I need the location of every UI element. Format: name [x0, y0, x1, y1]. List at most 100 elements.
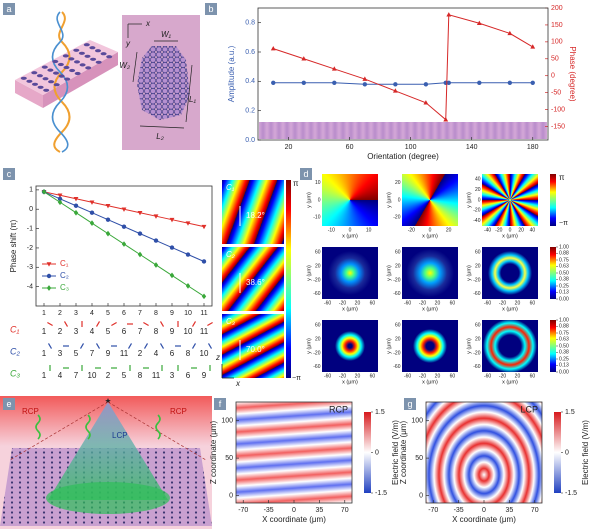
data-point — [153, 214, 159, 219]
data-point — [105, 230, 111, 237]
order-number: 8 — [138, 371, 143, 380]
x-axis-label: x (μm) — [422, 233, 438, 239]
y2-tick-label: 100 — [551, 39, 563, 46]
order-number: 10 — [88, 371, 97, 380]
y-tick-label: 0 — [478, 197, 481, 203]
colorbar-label: Electric field (V/m) — [391, 420, 400, 485]
x-tick-label: -70 — [428, 507, 438, 514]
metasurface-unit — [74, 71, 81, 76]
x-tick-label: 0 — [509, 227, 512, 233]
data-point — [446, 12, 452, 17]
unit-cell — [137, 46, 190, 120]
x-tick-label: 7 — [138, 310, 142, 317]
orientation-arrow — [159, 343, 165, 349]
data-point — [169, 217, 175, 223]
x-axis-label: X coordinate (μm) — [262, 515, 326, 524]
x-tick-label: -20 — [499, 300, 506, 306]
order-number: 8 — [154, 327, 159, 336]
metasurface-unit — [53, 71, 59, 75]
orientation-arrow — [191, 343, 197, 349]
legend-label: C₁ — [60, 259, 69, 268]
metasurface-unit — [106, 55, 113, 59]
panel-label: g — [407, 399, 412, 409]
data-point — [89, 200, 95, 205]
strip-label: C₃ — [226, 317, 235, 326]
panel-label-box — [205, 3, 217, 15]
y-tick-label: -20 — [473, 350, 480, 356]
x-axis-label: x (μm) — [342, 379, 358, 385]
metasurface-unit — [68, 57, 75, 61]
colorbar — [364, 412, 371, 493]
dimension-label: L₁ — [189, 95, 196, 104]
x-tick-label: -20 — [408, 227, 415, 233]
panel-label: a — [6, 4, 11, 14]
metasurface-unit — [83, 43, 90, 47]
x-axis-label: x (μm) — [502, 306, 518, 312]
metasurface-unit — [36, 74, 43, 78]
y-tick-label: -60 — [393, 364, 400, 370]
dimension-line — [139, 125, 185, 129]
legend-label: C₃ — [60, 283, 69, 292]
order-number: 2 — [106, 371, 111, 380]
x-axis-label: X coordinate (μm) — [452, 515, 516, 524]
orientation-arrow — [95, 343, 101, 349]
y-tick-label: -3 — [27, 264, 33, 271]
x-axis-label: x (μm) — [422, 379, 438, 385]
orientation-arrow — [47, 343, 53, 349]
x-tick-label: 60 — [530, 373, 536, 379]
y2-tick-label: -100 — [551, 106, 565, 113]
strip-angle: 70.0° — [246, 345, 265, 354]
dimension-label: W₂ — [119, 61, 130, 70]
y-tick-label: 0.0 — [245, 137, 255, 144]
x-tick-label: 3 — [74, 310, 78, 317]
panel-label-box — [3, 398, 15, 410]
data-point — [270, 45, 276, 51]
order-number: 6 — [170, 349, 175, 358]
x-tick-label: -70 — [238, 507, 248, 514]
colorbar-tick-label: 0.00 — [559, 369, 569, 375]
orientation-arrow — [143, 343, 149, 349]
x-tick-label: 35 — [315, 507, 323, 514]
x-tick-label: -20 — [419, 373, 426, 379]
y-tick-label: -20 — [393, 215, 400, 221]
colorbar-tick-label: 0.88 — [559, 324, 569, 330]
metasurface-unit — [41, 65, 48, 69]
y-tick-label: -40 — [473, 218, 480, 224]
x-tick-label: 2 — [58, 310, 62, 317]
colorbar-tick-label: 1.00 — [559, 317, 569, 323]
colorbar-label: −π — [292, 375, 301, 382]
helix — [53, 11, 71, 153]
data-point — [121, 241, 127, 247]
y-axis-label: y (μm) — [306, 192, 312, 208]
row-label: C₂ — [10, 346, 20, 356]
y-tick-label: 40 — [475, 177, 481, 183]
data-point — [137, 231, 143, 236]
data-point — [185, 252, 191, 257]
data-point — [57, 199, 63, 206]
metasurface-unit — [74, 60, 80, 64]
plot-frame — [35, 185, 213, 307]
colorbar-tick-label: 0.38 — [559, 350, 569, 356]
metasurface-unit — [47, 68, 54, 72]
y2-tick-label: 50 — [551, 56, 559, 63]
order-number: 5 — [74, 349, 79, 358]
colorbar-tick-label: 0.38 — [559, 277, 569, 283]
field-image — [402, 247, 458, 299]
panel-label: e — [6, 399, 11, 409]
orientation-arrow — [207, 343, 213, 349]
colorbar-tick-label: 0.75 — [559, 257, 569, 263]
panel-label-box — [214, 398, 226, 410]
x-tick-label: -60 — [324, 300, 331, 306]
y-axis-label: y (μm) — [466, 338, 472, 354]
orientation-arrow — [63, 321, 69, 327]
data-point — [41, 188, 47, 195]
orientation-arrow — [143, 321, 149, 327]
order-number: 2 — [58, 327, 63, 336]
x-tick-label: 9 — [170, 310, 174, 317]
phase-strip — [222, 180, 284, 244]
slab-front — [15, 80, 43, 108]
data-point — [362, 82, 368, 87]
order-number: 3 — [74, 327, 79, 336]
y-tick-label: 60 — [475, 250, 481, 256]
order-number: 2 — [138, 349, 143, 358]
